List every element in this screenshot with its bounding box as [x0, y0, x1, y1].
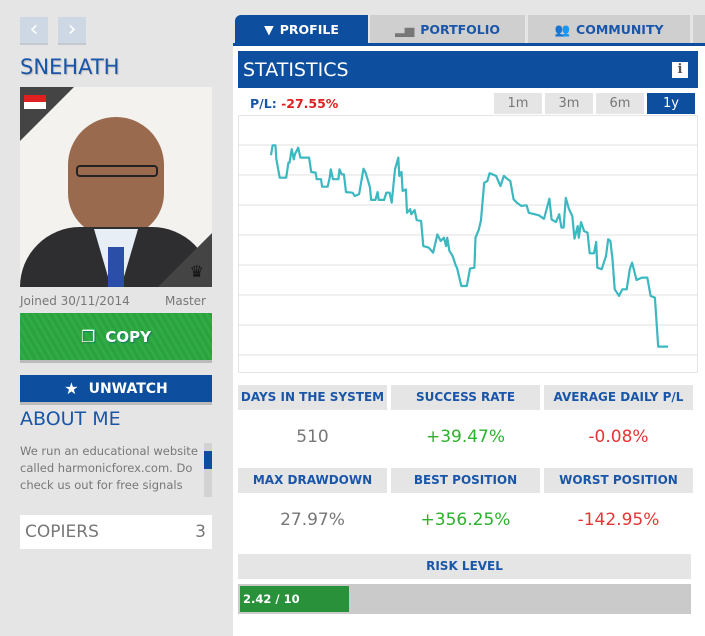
- period-6m[interactable]: 6m: [596, 93, 644, 114]
- chart-up-icon: ▂▅: [394, 22, 415, 37]
- pl-series-line: [269, 144, 668, 348]
- stat-label: MAX DRAWDOWN: [238, 468, 387, 493]
- pl-value: -27.55%: [281, 96, 339, 111]
- avatar: ♛: [20, 87, 212, 287]
- copy-icon: ❐: [81, 327, 96, 346]
- stat-label: DAYS IN THE SYSTEM: [238, 385, 387, 410]
- period-1m[interactable]: 1m: [494, 93, 542, 114]
- joined-date: Joined 30/11/2014: [20, 294, 130, 308]
- stat-value: +39.47%: [425, 427, 506, 447]
- stat-label: AVERAGE DAILY P/L: [544, 385, 693, 410]
- scrollbar-thumb[interactable]: [204, 451, 212, 469]
- stat-value: 510: [296, 427, 329, 447]
- tab-underline: [233, 43, 705, 46]
- pl-summary: P/L: -27.55%: [250, 96, 338, 111]
- copy-label: COPY: [105, 327, 151, 346]
- tab-more[interactable]: [693, 15, 705, 44]
- period-3m[interactable]: 3m: [545, 93, 593, 114]
- tab-label: PORTFOLIO: [420, 22, 501, 37]
- stat-label: SUCCESS RATE: [391, 385, 540, 410]
- unwatch-button[interactable]: ★ UNWATCH: [20, 375, 212, 405]
- stat-label: BEST POSITION: [391, 468, 540, 493]
- tab-label: COMMUNITY: [576, 22, 664, 37]
- rank-corner: [158, 233, 212, 287]
- star-minus-icon: ★: [64, 379, 79, 398]
- people-icon: 👥: [554, 21, 571, 37]
- tie-icon: ▼: [264, 22, 274, 37]
- pl-label: P/L:: [250, 96, 277, 111]
- stat-value: -0.08%: [588, 427, 649, 447]
- stat-value: 27.97%: [280, 510, 345, 530]
- main-panel: [233, 44, 705, 636]
- singapore-flag-icon: [24, 95, 46, 109]
- about-text: We run an educational website called har…: [20, 444, 198, 497]
- face: [68, 117, 164, 237]
- crown-icon: ♛: [189, 262, 204, 281]
- stat-value: +356.25%: [420, 510, 511, 530]
- rank-label: Master: [165, 294, 206, 308]
- copiers-count: 3: [195, 522, 206, 542]
- period-1y[interactable]: 1y: [647, 93, 695, 114]
- tab-profile[interactable]: ▼ PROFILE: [235, 15, 368, 44]
- tie: [108, 247, 124, 287]
- about-scrollbar[interactable]: [204, 443, 212, 497]
- glasses: [76, 165, 158, 177]
- stat-value: -142.95%: [577, 510, 660, 530]
- statistics-header: STATISTICS i: [238, 51, 698, 88]
- unwatch-label: UNWATCH: [88, 380, 168, 397]
- tab-label: PROFILE: [279, 22, 339, 37]
- about-title: ABOUT ME: [20, 408, 121, 430]
- next-button[interactable]: ›: [58, 17, 86, 45]
- info-icon[interactable]: i: [672, 61, 688, 78]
- statistics-title: STATISTICS: [243, 58, 349, 81]
- stat-label: WORST POSITION: [544, 468, 693, 493]
- risk-level-label: RISK LEVEL: [238, 554, 691, 579]
- copy-button[interactable]: ❐ COPY: [20, 313, 212, 363]
- tab-portfolio[interactable]: ▂▅ PORTFOLIO: [370, 15, 525, 44]
- risk-level-bar: 2.42 / 10: [238, 584, 691, 614]
- pl-chart: [238, 115, 698, 373]
- copiers-box: COPIERS 3: [20, 515, 212, 549]
- risk-level-fill: 2.42 / 10: [240, 586, 349, 612]
- trader-name: SNEHATH: [20, 55, 120, 79]
- tab-community[interactable]: 👥 COMMUNITY: [528, 15, 690, 44]
- copiers-label: COPIERS: [25, 522, 99, 542]
- prev-button[interactable]: ‹: [20, 17, 48, 45]
